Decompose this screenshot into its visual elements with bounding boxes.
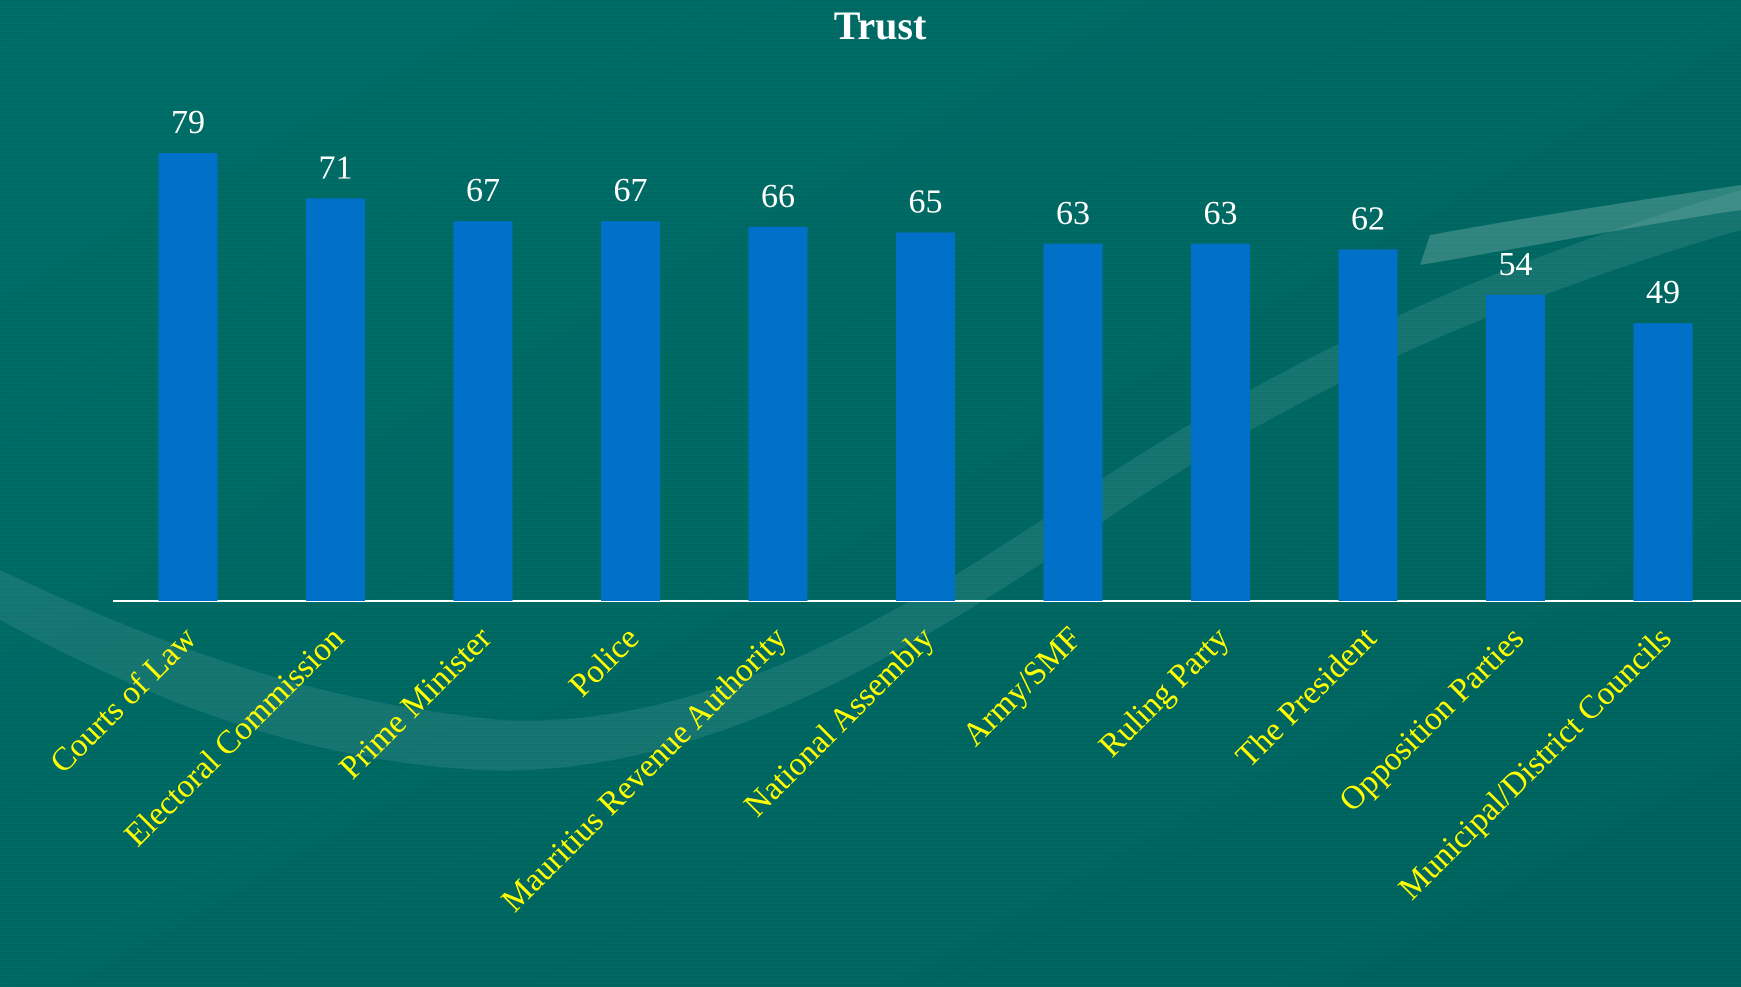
decoration [0,190,1741,771]
decoration [1420,185,1741,265]
bar [1191,243,1250,602]
chart-title: Trust [834,3,927,48]
data-label: 49 [1646,274,1680,311]
data-label: 66 [761,178,795,215]
bar [1338,249,1398,601]
data-label: 67 [466,172,500,209]
bar [1486,294,1545,601]
bar [896,232,955,601]
bar [1043,243,1103,602]
bar [453,221,513,602]
data-label: 79 [171,104,205,141]
bar [748,226,808,601]
data-label: 63 [1204,195,1238,232]
bar [1633,323,1693,601]
data-label: 63 [1056,195,1090,232]
data-label: 62 [1351,200,1385,237]
data-label: 65 [909,183,943,220]
data-label: 71 [319,149,353,186]
data-label: 54 [1499,246,1533,283]
bar [306,198,365,601]
bar [158,153,218,601]
data-label: 67 [614,172,648,209]
bar [601,221,660,602]
